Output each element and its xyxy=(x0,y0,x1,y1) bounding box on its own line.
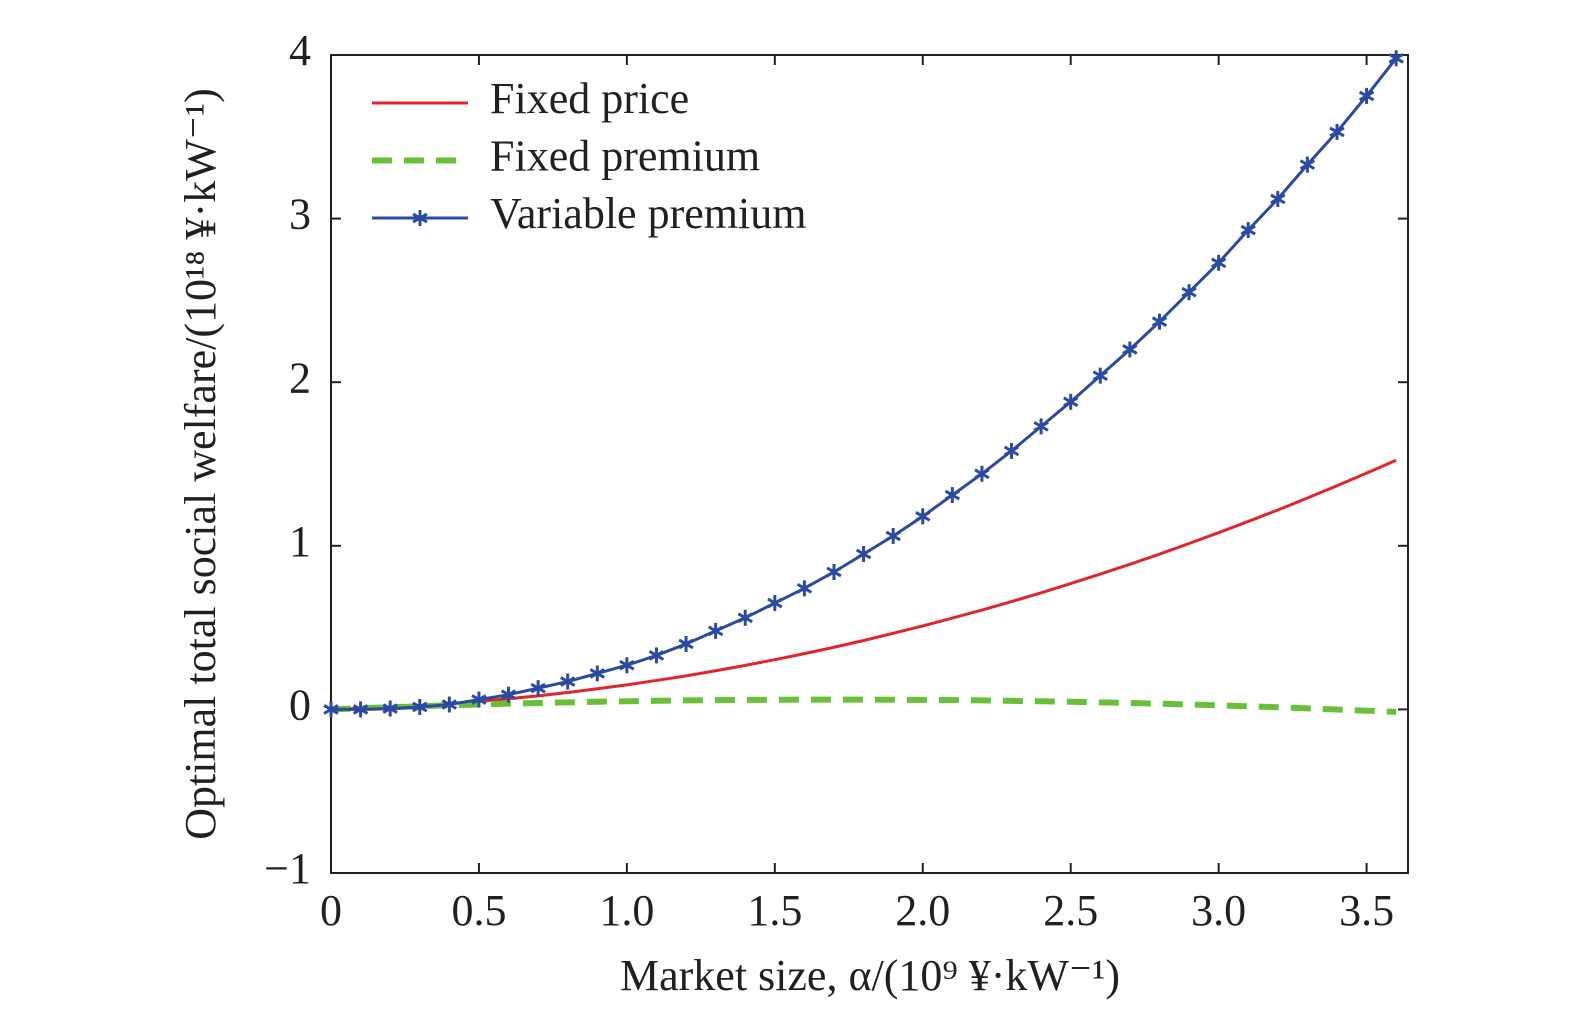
legend-label: Fixed premium xyxy=(490,132,760,181)
data-point xyxy=(1358,87,1375,104)
marker-stroke xyxy=(855,548,872,560)
data-point xyxy=(855,545,872,562)
series-line xyxy=(330,696,1397,715)
marker-stroke xyxy=(412,212,428,224)
marker-stroke xyxy=(1092,370,1108,381)
data-point xyxy=(915,508,931,525)
x-axis-label: Market size, α/(10⁹ ¥·kW⁻¹) xyxy=(620,951,1120,1000)
x-tick-label: 1.5 xyxy=(747,886,802,935)
marker-stroke xyxy=(382,703,398,714)
marker-stroke xyxy=(1063,396,1079,408)
data-point xyxy=(412,698,428,715)
data-point xyxy=(974,465,990,482)
data-point xyxy=(589,665,605,682)
data-point xyxy=(1329,123,1345,140)
data-point xyxy=(767,595,783,612)
marker-stroke xyxy=(1270,193,1286,205)
data-point xyxy=(796,580,813,597)
x-tick-label: 3.0 xyxy=(1191,886,1246,935)
data-point xyxy=(737,609,753,626)
data-point xyxy=(1003,442,1020,459)
x-tick-label: 1.0 xyxy=(599,886,654,935)
marker-stroke xyxy=(1299,159,1316,170)
marker-stroke xyxy=(648,650,665,661)
marker-stroke xyxy=(1240,224,1256,236)
data-point xyxy=(1210,254,1227,271)
data-point xyxy=(1270,190,1286,207)
marker-stroke xyxy=(500,689,517,700)
marker-stroke xyxy=(471,694,487,705)
marker-stroke xyxy=(1358,90,1375,102)
marker-stroke xyxy=(1181,286,1197,298)
x-tick-label: 2.0 xyxy=(895,886,950,935)
marker-stroke xyxy=(678,638,694,650)
marker-stroke xyxy=(412,701,428,713)
data-point xyxy=(1388,50,1404,67)
data-point xyxy=(678,635,694,652)
data-point xyxy=(352,701,369,718)
marker-stroke xyxy=(619,659,635,671)
x-tick-label: 3.5 xyxy=(1339,886,1394,935)
data-point xyxy=(1299,156,1316,173)
data-point xyxy=(1181,284,1197,301)
marker-stroke xyxy=(1003,445,1020,457)
data-point xyxy=(885,527,901,544)
legend-label: Variable premium xyxy=(490,189,806,238)
marker-stroke xyxy=(1122,344,1138,355)
data-point xyxy=(1063,393,1079,410)
marker-stroke xyxy=(796,583,813,594)
data-point xyxy=(1033,418,1049,435)
data-point xyxy=(619,657,635,674)
y-tick-label: 0 xyxy=(289,680,311,729)
marker-stroke xyxy=(1151,316,1168,327)
marker-stroke xyxy=(885,530,901,542)
marker-stroke xyxy=(441,699,458,710)
data-point xyxy=(707,622,724,639)
y-tick-label: −1 xyxy=(264,844,311,893)
data-point xyxy=(500,686,517,703)
y-tick-label: 1 xyxy=(289,517,311,566)
data-point xyxy=(560,673,576,690)
data-point xyxy=(1092,367,1108,384)
marker-stroke xyxy=(826,566,842,578)
data-point xyxy=(382,700,398,717)
data-point xyxy=(530,680,546,697)
y-tick-label: 2 xyxy=(289,353,311,402)
y-tick-label: 3 xyxy=(289,190,311,239)
data-point xyxy=(1122,341,1138,358)
marker-stroke xyxy=(560,676,576,687)
marker-stroke xyxy=(707,625,724,637)
marker-stroke xyxy=(323,704,339,715)
y-tick-label: 4 xyxy=(289,26,311,75)
legend-marker xyxy=(412,210,428,226)
x-tick-label: 2.5 xyxy=(1043,886,1098,935)
y-axis-label: Optimal total social welfare/(10¹⁸ ¥·kW⁻… xyxy=(176,88,225,840)
x-tick-label: 0 xyxy=(320,886,342,935)
series-line xyxy=(330,458,1397,711)
marker-stroke xyxy=(915,511,931,522)
marker-stroke xyxy=(944,489,961,501)
data-point xyxy=(1151,313,1168,330)
plot-frame xyxy=(330,54,1409,874)
data-point xyxy=(323,701,339,718)
marker-stroke xyxy=(352,704,369,715)
marker-stroke xyxy=(1033,421,1049,432)
legend-label: Fixed price xyxy=(490,74,689,123)
marker-stroke xyxy=(737,612,753,624)
marker-stroke xyxy=(1210,257,1227,269)
data-point xyxy=(471,691,487,708)
data-point xyxy=(826,563,842,580)
x-tick-label: 0.5 xyxy=(451,886,506,935)
marker-stroke xyxy=(530,682,546,694)
data-point xyxy=(441,696,458,713)
marker-stroke xyxy=(589,668,605,679)
data-point xyxy=(648,647,665,664)
marker-stroke xyxy=(767,597,783,609)
data-point xyxy=(944,487,961,504)
marker-stroke xyxy=(974,468,990,480)
marker-stroke xyxy=(1388,52,1404,64)
marker-stroke xyxy=(1329,126,1345,138)
data-point xyxy=(1240,222,1256,239)
